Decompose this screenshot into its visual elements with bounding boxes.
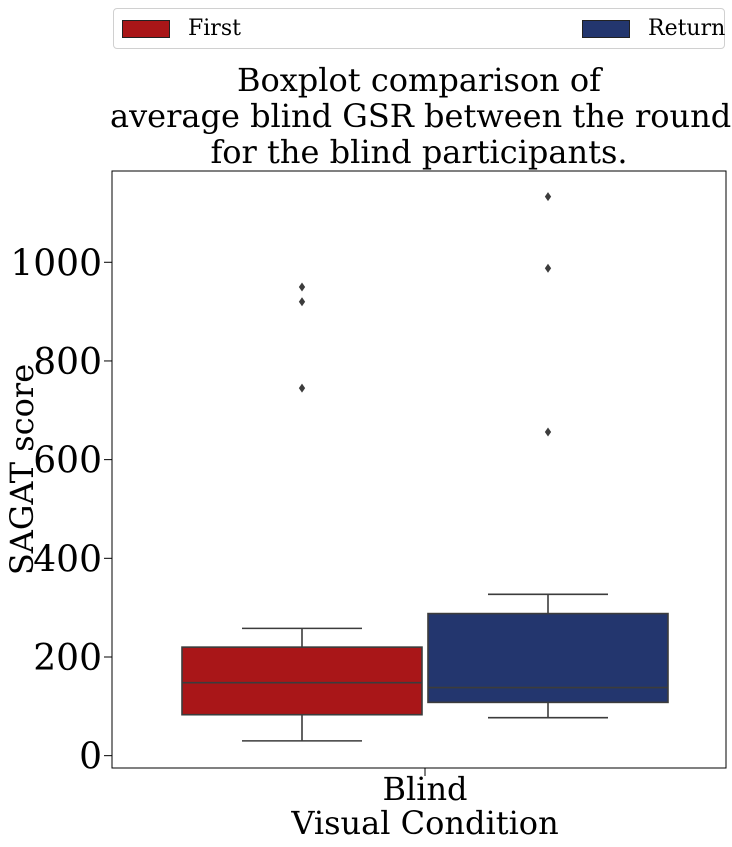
chart-title-line-2: average blind GSR between the rounds xyxy=(110,97,732,135)
y-axis-title: SAGAT score xyxy=(3,364,41,575)
legend-label-return: Return xyxy=(648,16,726,41)
plot-frame xyxy=(111,170,727,769)
y-tick-label: 1000 xyxy=(10,243,102,284)
chart-title: Boxplot comparison of average blind GSR … xyxy=(110,61,732,171)
box-return xyxy=(427,612,669,704)
chart-title-line-3: for the blind participants. xyxy=(210,133,628,171)
y-tick-label: 200 xyxy=(33,638,102,679)
y-tick-label: 800 xyxy=(33,342,102,383)
outlier-point-return xyxy=(544,192,552,202)
outlier-point-first xyxy=(298,282,306,292)
outlier-point-return xyxy=(544,263,552,273)
legend-label-first: First xyxy=(188,16,241,41)
chart-title-line-1: Boxplot comparison of xyxy=(236,61,602,99)
y-tick-label: 0 xyxy=(79,737,102,778)
legend-item-return: Return xyxy=(582,17,725,41)
outlier-point-return xyxy=(544,427,552,437)
legend: First Return xyxy=(113,8,725,49)
legend-item-first: First xyxy=(122,17,241,41)
x-tick-label: Blind xyxy=(382,770,467,808)
y-tick-label: 600 xyxy=(33,441,102,482)
legend-swatch-first xyxy=(122,20,170,38)
outlier-point-first xyxy=(298,297,306,307)
x-axis-title: Visual Condition xyxy=(290,804,558,842)
box-first xyxy=(181,646,423,716)
y-tick-label: 400 xyxy=(33,539,102,580)
legend-swatch-return xyxy=(582,20,630,38)
outlier-point-first xyxy=(298,383,306,393)
